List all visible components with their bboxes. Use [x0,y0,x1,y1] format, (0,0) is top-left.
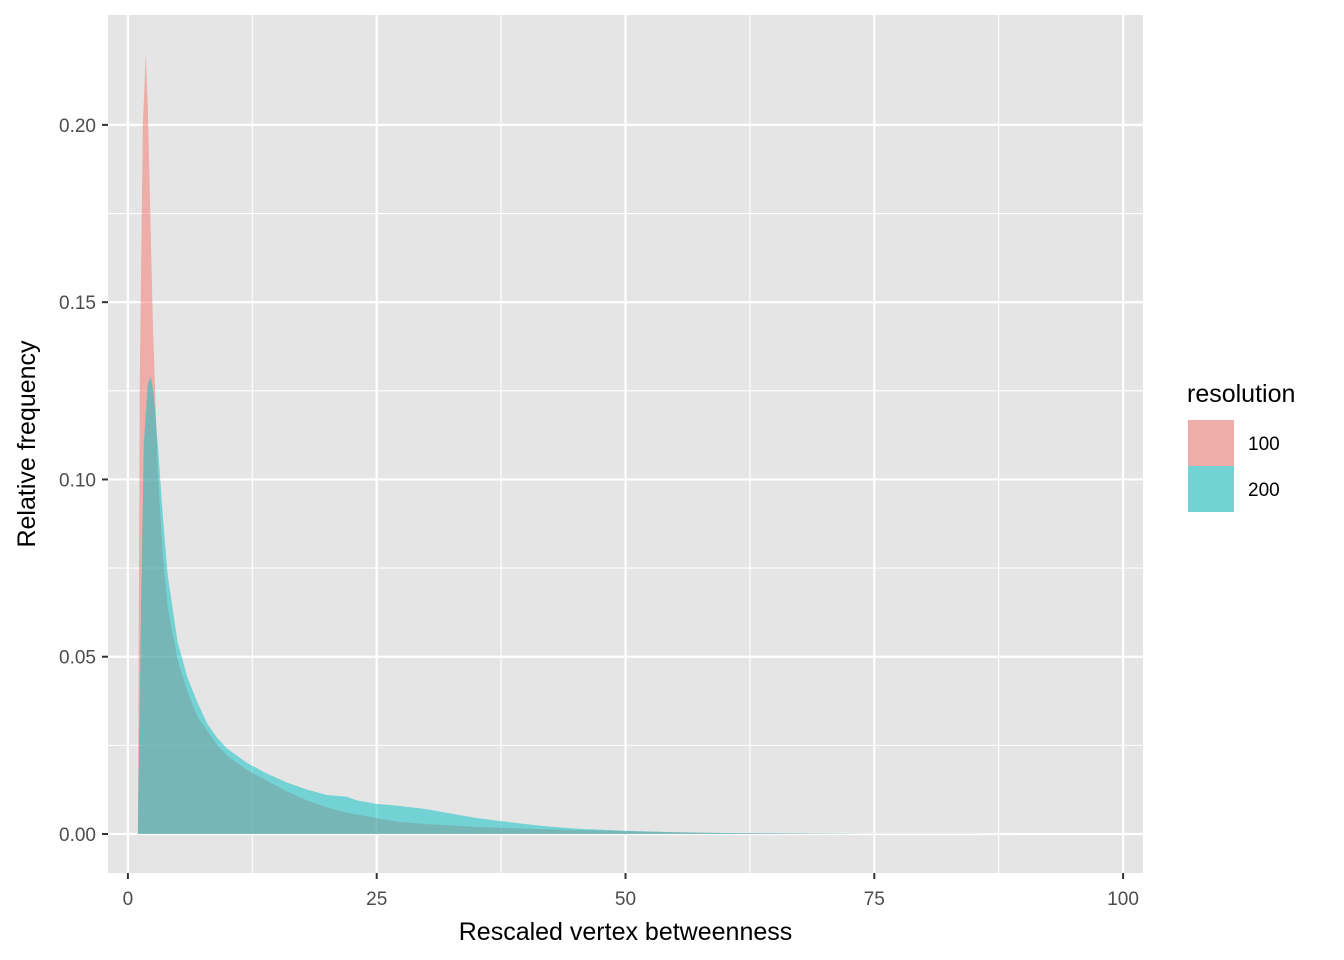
y-tick-label: 0.20 [59,116,96,137]
y-tick-label: 0.10 [59,470,96,491]
axis-ticks [102,123,1125,879]
x-tick-label: 100 [1107,889,1139,910]
legend-label-200: 200 [1248,480,1280,501]
y-tick-label: 0.00 [59,825,96,846]
x-tick-label: 25 [366,889,387,910]
y-tick-labels: 0.00 0.05 0.10 0.15 0.20 [59,116,96,846]
legend-key-200 [1188,466,1234,512]
legend-label-100: 100 [1248,434,1280,455]
x-tick-labels: 0 25 50 75 100 [123,889,1139,910]
x-axis-title: Rescaled vertex betweenness [459,918,793,946]
legend: resolution 100 200 [1187,380,1295,512]
y-tick-label: 0.05 [59,648,96,669]
density-areas [137,54,1124,834]
legend-key-100 [1188,420,1234,466]
y-tick-label: 0.15 [59,293,96,314]
y-axis-title: Relative frequency [13,340,41,548]
x-tick-label: 50 [615,889,636,910]
legend-title: resolution [1187,380,1295,408]
x-tick-label: 75 [864,889,885,910]
legend-items: 100 200 [1188,420,1280,512]
density-area-200 [137,376,1124,834]
x-tick-label: 0 [123,889,134,910]
